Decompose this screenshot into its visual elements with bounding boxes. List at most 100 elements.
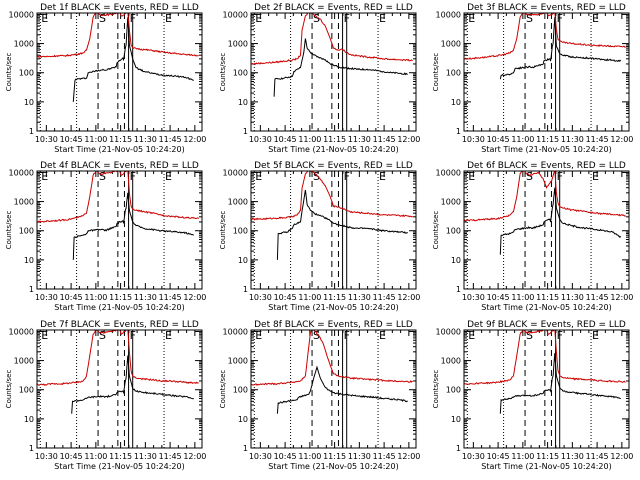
marker-label: E bbox=[165, 329, 172, 342]
x-tick-label: 11:15 bbox=[109, 452, 132, 461]
panel-title: Det 3f BLACK = Events, RED = LLD bbox=[467, 3, 626, 13]
x-tick-label: 11:45 bbox=[159, 293, 182, 302]
x-tick-label: 10:45 bbox=[60, 452, 83, 461]
x-tick-label: 10:30 bbox=[462, 452, 485, 461]
y-tick-label: 10000 bbox=[223, 327, 248, 336]
x-tick-label: 11:00 bbox=[84, 135, 107, 144]
x-tick-label: 11:00 bbox=[84, 293, 107, 302]
plot-frame bbox=[463, 170, 630, 290]
y-tick-label: 100 bbox=[233, 69, 248, 78]
events-series-line bbox=[273, 38, 408, 97]
y-axis-label: Counts/sec bbox=[219, 53, 227, 92]
panel-title: Det 8f BLACK = Events, RED = LLD bbox=[254, 320, 413, 330]
marker-label: S bbox=[313, 12, 320, 25]
x-tick-label: 11:00 bbox=[298, 452, 321, 461]
x-tick-label: 12:00 bbox=[183, 135, 206, 144]
marker-label: E bbox=[379, 12, 386, 25]
plot-frame bbox=[463, 12, 630, 132]
x-tick-label: 11:15 bbox=[323, 293, 346, 302]
plot-frame bbox=[36, 170, 203, 290]
y-tick-label: 10 bbox=[24, 415, 34, 424]
panel-det-7f: Det 7f BLACK = Events, RED = LLD Counts/s… bbox=[5, 320, 206, 471]
y-tick-label: 100 bbox=[446, 386, 461, 395]
marker-label: S bbox=[313, 170, 320, 183]
marker-label: E bbox=[41, 12, 48, 25]
y-axis-label: Counts/sec bbox=[432, 211, 440, 250]
x-tick-label: 11:00 bbox=[298, 135, 321, 144]
panel-det-5f: Det 5f BLACK = Events, RED = LLD Counts/s… bbox=[219, 161, 420, 312]
y-tick-label: 100 bbox=[446, 69, 461, 78]
events-series-line bbox=[499, 353, 621, 414]
marker-label: S bbox=[99, 329, 106, 342]
y-tick-label: 10 bbox=[451, 415, 461, 424]
y-tick-label: 1 bbox=[29, 285, 34, 294]
x-tick-label: 10:30 bbox=[249, 293, 272, 302]
lld-series-line bbox=[251, 13, 413, 65]
y-tick-label: 10 bbox=[238, 256, 248, 265]
x-tick-label: 12:00 bbox=[183, 293, 206, 302]
marker-label: E bbox=[255, 12, 262, 25]
marker-label: E bbox=[165, 170, 172, 183]
x-tick-label: 12:00 bbox=[610, 135, 633, 144]
y-tick-label: 100 bbox=[446, 227, 461, 236]
events-series-line bbox=[276, 365, 408, 414]
y-tick-label: 1 bbox=[243, 285, 248, 294]
lld-series-line bbox=[37, 330, 199, 386]
marker-label: E bbox=[592, 12, 599, 25]
y-tick-label: 1 bbox=[29, 127, 34, 136]
marker-label: E bbox=[468, 12, 475, 25]
x-tick-label: 10:30 bbox=[462, 293, 485, 302]
x-tick-label: 11:00 bbox=[511, 135, 534, 144]
y-tick-label: 1000 bbox=[228, 40, 248, 49]
x-tick-label: 12:00 bbox=[610, 452, 633, 461]
y-tick-label: 10000 bbox=[436, 327, 461, 336]
x-tick-label: 11:30 bbox=[348, 135, 371, 144]
events-series-line bbox=[499, 187, 622, 255]
x-tick-label: 11:45 bbox=[586, 452, 609, 461]
x-tick-label: 11:15 bbox=[323, 452, 346, 461]
plot-frame bbox=[36, 329, 203, 449]
events-series-line bbox=[276, 189, 408, 260]
x-tick-label: 10:30 bbox=[249, 135, 272, 144]
lld-series-line bbox=[464, 330, 626, 385]
x-tick-label: 11:45 bbox=[373, 293, 396, 302]
x-tick-label: 10:45 bbox=[60, 135, 83, 144]
y-axis-label: Counts/sec bbox=[219, 370, 227, 409]
y-tick-label: 10 bbox=[24, 256, 34, 265]
y-tick-label: 10000 bbox=[9, 327, 34, 336]
y-tick-label: 1000 bbox=[441, 198, 461, 207]
panel-det-4f: Det 4f BLACK = Events, RED = LLD Counts/s… bbox=[5, 161, 206, 312]
plot-frame bbox=[36, 12, 203, 132]
x-tick-label: 10:45 bbox=[60, 293, 83, 302]
x-axis-label: Start Time (21-Nov-05 10:24:20) bbox=[268, 145, 398, 154]
y-tick-label: 10 bbox=[451, 256, 461, 265]
y-tick-label: 1000 bbox=[14, 357, 34, 366]
x-tick-label: 10:30 bbox=[35, 293, 58, 302]
y-tick-label: 10000 bbox=[223, 10, 248, 19]
y-tick-label: 10000 bbox=[223, 168, 248, 177]
y-tick-label: 1000 bbox=[441, 357, 461, 366]
events-series-line bbox=[71, 355, 194, 414]
y-tick-label: 1 bbox=[243, 127, 248, 136]
events-series-line bbox=[499, 17, 622, 80]
y-tick-label: 10000 bbox=[436, 168, 461, 177]
marker-label: E bbox=[468, 170, 475, 183]
y-tick-label: 1000 bbox=[228, 198, 248, 207]
y-tick-label: 100 bbox=[19, 386, 34, 395]
events-series-line bbox=[72, 192, 195, 260]
plot-frame bbox=[463, 329, 630, 449]
panel-det-8f: Det 8f BLACK = Events, RED = LLD Counts/s… bbox=[219, 320, 420, 471]
marker-label: S bbox=[526, 170, 533, 183]
y-tick-label: 100 bbox=[233, 386, 248, 395]
lld-series-line bbox=[37, 171, 200, 223]
x-tick-label: 11:45 bbox=[373, 452, 396, 461]
lld-series-line bbox=[251, 330, 413, 387]
x-tick-label: 12:00 bbox=[397, 293, 420, 302]
marker-label: E bbox=[592, 329, 599, 342]
marker-label: E bbox=[379, 170, 386, 183]
y-tick-label: 100 bbox=[19, 69, 34, 78]
marker-label: E bbox=[41, 329, 48, 342]
y-tick-label: 10 bbox=[238, 98, 248, 107]
panel-title: Det 4f BLACK = Events, RED = LLD bbox=[40, 161, 199, 171]
x-tick-label: 10:45 bbox=[487, 452, 510, 461]
